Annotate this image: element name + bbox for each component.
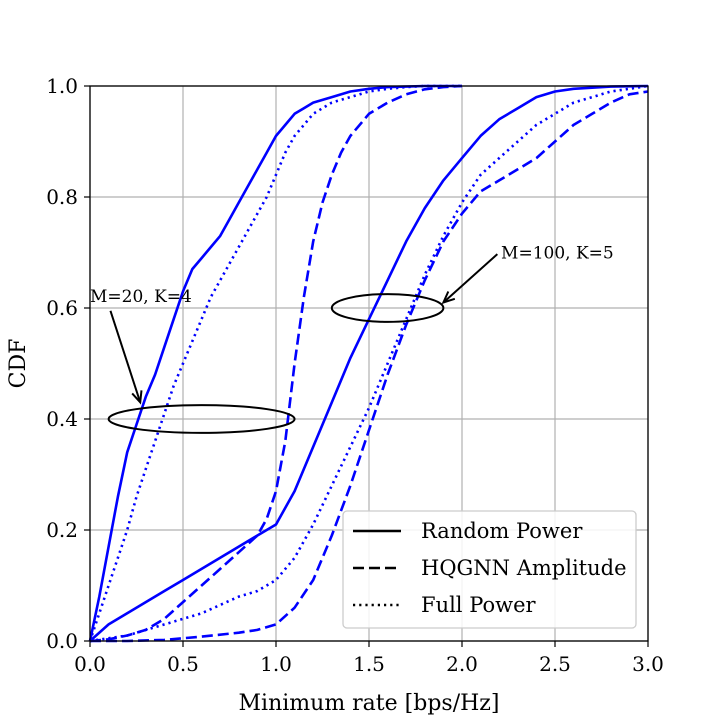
- annotations: M=20, K=4 M=100, K=5: [90, 244, 614, 434]
- axis-ticks: 0.0 0.5 1.0 1.5 2.0 2.5 3.0 0.0 0.2 0.4 0.6 0.8 1.0: [46, 74, 664, 676]
- x-tick-label: 0.5: [167, 652, 199, 676]
- series-line-dotted-1: [88, 84, 462, 642]
- legend-label: HQGNN Amplitude: [421, 556, 627, 580]
- series-line-dashed-5: [90, 90, 649, 643]
- y-tick-label: 1.0: [46, 74, 78, 98]
- y-tick-label: 0.0: [46, 629, 78, 653]
- annotation-label: M=100, K=5: [501, 244, 614, 264]
- x-tick-label: 3.0: [632, 652, 664, 676]
- y-axis-title: CDF: [6, 339, 31, 389]
- x-tick-label: 1.0: [260, 652, 292, 676]
- x-tick-label: 2.0: [446, 652, 478, 676]
- annotation-ellipse: [107, 404, 296, 434]
- annotation-ellipse: [330, 293, 445, 323]
- legend-label: Random Power: [421, 519, 583, 543]
- series-line-solid-3: [89, 84, 649, 642]
- series-layer: [88, 84, 649, 643]
- legend: Random Power HQGNN Amplitude Full Power: [342, 510, 637, 629]
- y-tick-label: 0.8: [46, 185, 78, 209]
- annotation-arrow-head: [131, 390, 143, 405]
- series-line-dotted-4: [89, 84, 649, 643]
- x-tick-label: 1.5: [353, 652, 385, 676]
- annotation-arrow: [109, 310, 142, 403]
- series-line-solid-0: [88, 84, 462, 642]
- x-tick-label: 2.5: [539, 652, 571, 676]
- x-axis-title: Minimum rate [bps/Hz]: [239, 691, 500, 716]
- y-tick-label: 0.6: [46, 296, 78, 320]
- legend-label: Full Power: [421, 593, 537, 617]
- y-tick-label: 0.2: [46, 518, 78, 542]
- annotation-arrow-head: [441, 291, 456, 305]
- x-tick-label: 0.0: [74, 652, 106, 676]
- series-line-dashed-2: [89, 84, 463, 643]
- legend-box: [342, 510, 637, 629]
- annotation-arrow: [442, 253, 499, 304]
- annotation-label: M=20, K=4: [90, 287, 192, 307]
- y-tick-label: 0.4: [46, 407, 78, 431]
